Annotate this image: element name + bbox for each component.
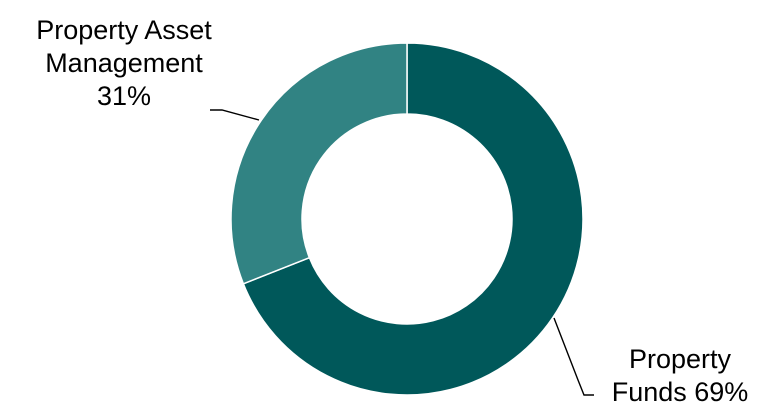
leader-line-property-asset-management xyxy=(210,109,260,121)
slice-label-line: 31% xyxy=(96,81,152,111)
slice-label-line: Management xyxy=(45,48,203,78)
leader-line-property-funds xyxy=(553,317,594,396)
slice-label-property-funds: Property Funds 69% xyxy=(590,343,760,409)
leader-lines xyxy=(210,109,594,396)
donut-slice-0 xyxy=(242,42,584,396)
slice-label-line: Property xyxy=(628,344,732,374)
donut-slices xyxy=(230,42,584,396)
donut-slice-1 xyxy=(230,42,408,285)
slice-label-line: Funds 69% xyxy=(611,377,749,407)
slice-label-property-asset-management: Property Asset Management 31% xyxy=(4,14,244,113)
slice-label-line: Property Asset xyxy=(36,15,212,45)
